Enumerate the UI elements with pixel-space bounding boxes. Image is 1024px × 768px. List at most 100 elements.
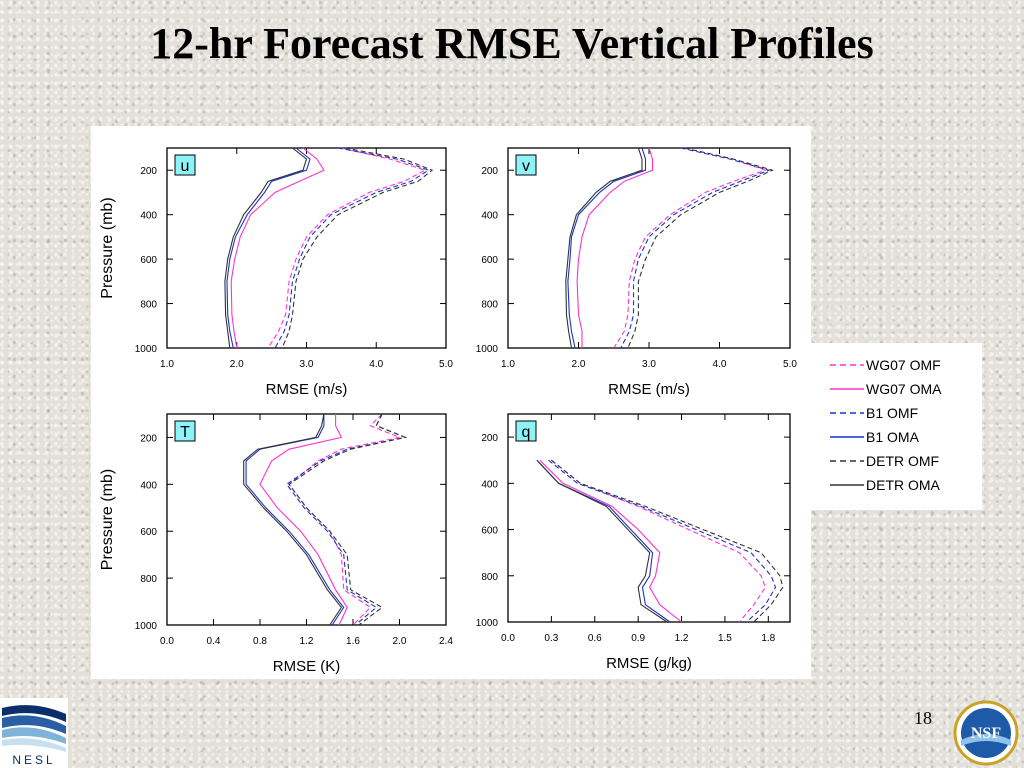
y-tick-label: 800 <box>140 300 157 311</box>
y-axis-label: Pressure (mb) <box>99 469 116 570</box>
y-tick-label: 600 <box>140 255 157 266</box>
x-axis-label: RMSE (K) <box>273 658 341 675</box>
series-line-b1-oma <box>245 414 345 626</box>
x-axis-label: RMSE (m/s) <box>608 381 690 398</box>
legend-panel-background <box>810 343 982 510</box>
y-tick-label: 400 <box>140 480 157 491</box>
series-line-wg07-omf <box>267 147 427 349</box>
x-tick-label: 0.0 <box>160 636 174 647</box>
series-line-b1-oma <box>226 147 311 349</box>
y-tick-label: 400 <box>481 211 498 222</box>
x-tick-label: 4.0 <box>713 359 727 370</box>
chart-legend: WG07 OMF WG07 OMA B1 OMF B1 OMA DETR OMF DETR… <box>830 357 942 493</box>
y-tick-label: 400 <box>140 211 157 222</box>
series-line-detr-oma <box>243 413 343 626</box>
x-axis-label: RMSE (g/kg) <box>606 655 692 672</box>
legend-label: B1 OMF <box>866 405 918 421</box>
chart-panel-q: 0.0 0.3 0.6 0.9 1.2 1.5 1.8 200 400 600 800 1000 RMS… <box>476 413 791 672</box>
x-tick-label: 2.4 <box>439 636 453 647</box>
y-tick-label: 1000 <box>476 344 499 355</box>
y-tick-label: 600 <box>481 255 498 266</box>
y-tick-label: 800 <box>481 300 498 311</box>
legend-label: DETR OMA <box>866 477 941 493</box>
panel-label-box <box>174 420 196 442</box>
y-tick-label: 800 <box>140 574 157 585</box>
series-line-b1-oma <box>567 147 647 349</box>
x-tick-label: 1.0 <box>160 359 174 370</box>
x-tick-label: 1.2 <box>675 633 689 644</box>
y-tick-label: 600 <box>140 527 157 538</box>
panel-label: u <box>181 158 190 175</box>
series-line-detr-omf <box>288 413 408 626</box>
series-line-wg07-oma <box>576 147 654 348</box>
series-line-wg07-oma <box>539 459 682 623</box>
chart-panel-v: 1.0 2.0 3.0 4.0 5.0 200 400 600 800 1000 RMSE (m/s… <box>476 147 797 398</box>
y-tick-label: 200 <box>481 433 498 444</box>
y-tick-label: 1000 <box>135 344 158 355</box>
panel-label-box <box>174 154 196 176</box>
series-line-detr-omf <box>281 147 434 349</box>
series-line-b1-omf <box>620 147 771 349</box>
y-tick-label: 400 <box>481 479 498 490</box>
series-line-b1-oma <box>536 459 671 623</box>
series-line-detr-omf <box>551 459 784 623</box>
x-tick-label: 5.0 <box>783 359 797 370</box>
series-line-wg07-oma <box>259 414 348 626</box>
slide-title: 12-hr Forecast RMSE Vertical Profiles <box>150 19 874 68</box>
x-tick-label: 3.0 <box>642 359 656 370</box>
series-line-b1-omf <box>274 147 430 349</box>
legend-label: WG07 OMA <box>866 381 942 397</box>
y-tick-label: 1000 <box>476 618 499 629</box>
series-line-detr-omf <box>627 147 774 349</box>
x-tick-label: 0.0 <box>501 633 515 644</box>
series-line-wg07-oma <box>230 147 325 349</box>
x-tick-label: 4.0 <box>369 359 383 370</box>
legend-label: WG07 OMF <box>866 357 941 373</box>
nsf-logo-text: NSF <box>971 725 1001 742</box>
plot-frame <box>507 413 791 623</box>
x-tick-label: 2.0 <box>572 359 586 370</box>
series-line-detr-oma <box>536 459 668 623</box>
series-line-detr-oma <box>224 147 308 349</box>
x-tick-label: 1.8 <box>761 633 775 644</box>
x-tick-label: 1.6 <box>346 636 360 647</box>
y-tick-label: 1000 <box>135 621 158 632</box>
x-tick-label: 2.0 <box>393 636 407 647</box>
plots-panel-background <box>91 126 811 679</box>
y-tick-label: 800 <box>481 572 498 583</box>
panel-label: v <box>522 158 530 175</box>
panel-label: q <box>522 424 531 441</box>
series-line-wg07-omf <box>613 147 767 349</box>
x-tick-label: 0.3 <box>544 633 558 644</box>
y-tick-label: 200 <box>140 433 157 444</box>
panel-label-box <box>515 154 537 176</box>
nesl-logo: NESL <box>0 698 68 768</box>
series-line-detr-oma <box>565 147 643 349</box>
x-tick-label: 3.0 <box>300 359 314 370</box>
x-tick-label: 1.5 <box>718 633 732 644</box>
x-tick-label: 0.8 <box>253 636 267 647</box>
x-axis-label: RMSE (m/s) <box>266 381 348 398</box>
x-tick-label: 0.6 <box>588 633 602 644</box>
x-tick-label: 1.0 <box>501 359 515 370</box>
chart-panel-u: 1.0 2.0 3.0 4.0 5.0 200 400 600 800 1000 RMSE (m/s… <box>99 147 453 398</box>
x-tick-label: 2.0 <box>230 359 244 370</box>
x-tick-label: 0.9 <box>631 633 645 644</box>
y-tick-label: 200 <box>140 166 157 177</box>
panel-label: T <box>180 424 190 441</box>
x-tick-label: 5.0 <box>439 359 453 370</box>
x-tick-label: 0.4 <box>207 636 221 647</box>
chart-panel-T: 0.0 0.4 0.8 1.2 1.6 2.0 2.4 200 400 600 800 1000 RMS… <box>99 413 453 675</box>
y-tick-label: 200 <box>481 166 498 177</box>
series-line-b1-omf <box>548 459 777 623</box>
y-axis-label: Pressure (mb) <box>99 197 116 298</box>
nesl-logo-text: NESL <box>12 753 55 767</box>
page-number: 18 <box>914 708 932 728</box>
panel-label-box <box>515 420 537 442</box>
y-tick-label: 600 <box>481 526 498 537</box>
legend-label: B1 OMA <box>866 429 920 445</box>
x-tick-label: 1.2 <box>300 636 314 647</box>
legend-label: DETR OMF <box>866 453 939 469</box>
series-line-b1-omf <box>285 413 408 626</box>
